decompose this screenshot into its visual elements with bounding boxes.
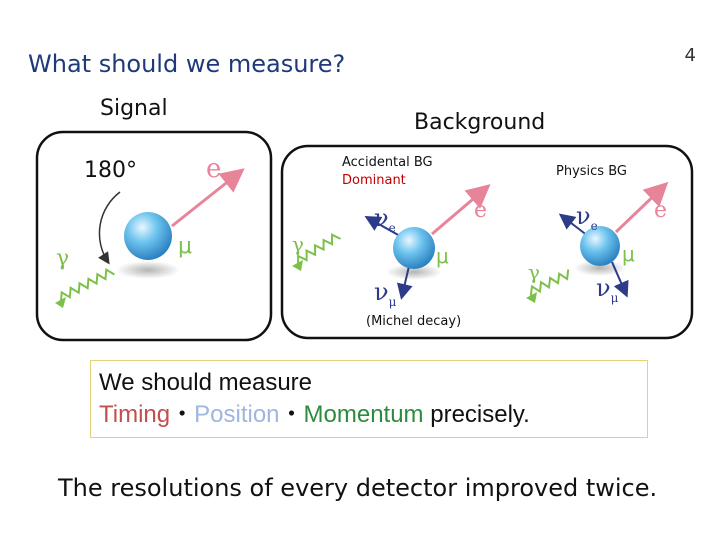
- physics-bg-title: Physics BG: [556, 164, 627, 179]
- accidental-electron-label: e: [474, 198, 488, 223]
- physics-numu-label: νμ: [596, 274, 619, 305]
- accidental-gamma-arrowhead: [292, 260, 303, 271]
- accidental-muon-label: μ: [436, 244, 449, 268]
- accidental-bg-title: Accidental BG: [342, 155, 433, 170]
- signal-gamma-arrowhead: [55, 297, 66, 308]
- background-panel-frame: [280, 144, 694, 340]
- separator-2: ・: [279, 401, 304, 428]
- accidental-nue-label: νe: [374, 204, 396, 235]
- accidental-muon-ball: [393, 227, 435, 269]
- physics-numu-arrow: [611, 261, 629, 298]
- physics-gamma-label: γ: [528, 260, 540, 284]
- background-heading: Background: [414, 110, 546, 135]
- accidental-numu-label: νμ: [374, 278, 397, 309]
- conclusion-text: The resolutions of every detector improv…: [58, 474, 658, 502]
- physics-electron-label: e: [654, 198, 668, 223]
- background-panel: [280, 144, 694, 340]
- measure-box: We should measure Timing・Position・Moment…: [90, 360, 648, 438]
- signal-panel: [35, 130, 273, 342]
- physics-gamma-arrowhead: [526, 292, 537, 303]
- separator-1: ・: [170, 401, 195, 428]
- accidental-gamma-label: γ: [292, 232, 304, 256]
- measure-line-2: Timing・Position・Momentum precisely.: [99, 399, 639, 431]
- muon-shadow: [116, 261, 180, 279]
- signal-heading: Signal: [100, 96, 168, 121]
- accidental-nue-arrow: [364, 216, 401, 237]
- measure-line-1: We should measure: [99, 369, 312, 396]
- precisely-text: precisely.: [423, 401, 530, 428]
- physics-nue-arrow: [558, 213, 589, 237]
- physics-nue-label: νe: [576, 202, 598, 233]
- position-text: Position: [194, 401, 280, 428]
- momentum-text: Momentum: [303, 401, 424, 428]
- signal-electron-arrow: [171, 168, 245, 228]
- angle-arc: [98, 191, 121, 265]
- signal-electron-label: e: [206, 154, 222, 184]
- accidental-muon-shadow: [386, 264, 442, 280]
- physics-muon-ball: [580, 226, 620, 266]
- timing-text: Timing: [99, 401, 171, 428]
- physics-electron-arrow: [614, 181, 669, 234]
- signal-gamma-label: γ: [56, 246, 70, 271]
- physics-muon-label: μ: [622, 242, 635, 266]
- signal-muon-label: μ: [178, 234, 192, 259]
- signal-gamma-wave: [59, 268, 115, 302]
- signal-angle-label: 180°: [84, 158, 137, 183]
- michel-decay-note: (Michel decay): [366, 314, 462, 329]
- accidental-electron-arrow: [431, 184, 491, 236]
- slide-title: What should we measure?: [28, 50, 346, 78]
- physics-gamma-wave: [529, 269, 570, 296]
- signal-muon-ball: [124, 212, 172, 260]
- accidental-bg-subtitle: Dominant: [342, 173, 406, 188]
- page-number: 4: [684, 45, 696, 66]
- accidental-gamma-wave: [297, 233, 341, 266]
